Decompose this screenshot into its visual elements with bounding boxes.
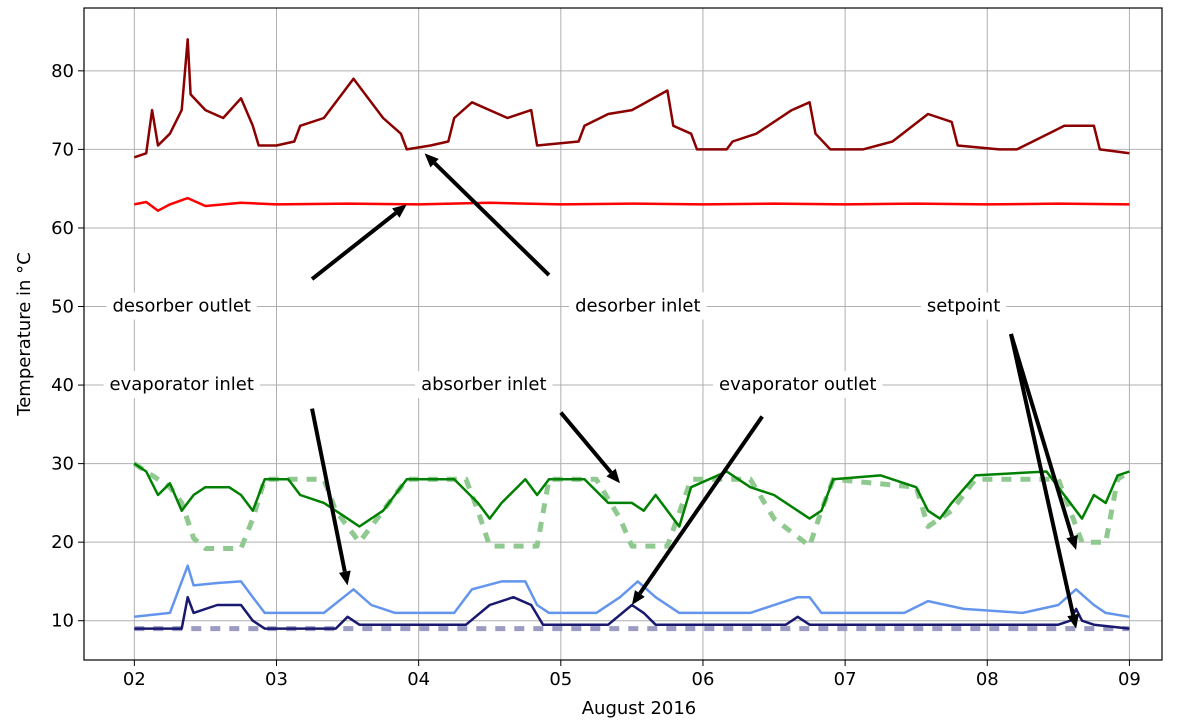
y-tick-label: 80 [51, 61, 74, 82]
annotation-arrowhead [338, 570, 351, 586]
series-line-absorber-inlet [133, 462, 1130, 528]
annotation-label: desorber inlet [575, 296, 700, 317]
x-tick-label: 06 [692, 669, 715, 690]
y-tick-label: 30 [51, 454, 74, 475]
series-line-evaporator-outlet [134, 564, 1130, 619]
annotation-arrowhead [1067, 613, 1079, 629]
x-tick-label: 08 [976, 669, 999, 690]
series-line-desorber-outlet [134, 196, 1130, 212]
annotations: desorber outlet desorber inlet setpoint eva… [103, 153, 1079, 629]
plot-frame [83, 7, 1163, 661]
annotation-arrowhead [631, 590, 645, 606]
grid-lines [84, 8, 1162, 660]
annotation-arrow [638, 415, 764, 595]
annotation-arrow [310, 408, 347, 573]
annotation-label: evaporator outlet [719, 374, 876, 395]
y-tick-label: 60 [51, 218, 74, 239]
y-tick-label: 70 [51, 139, 74, 160]
annotation-label-box [103, 371, 260, 399]
annotation-label: absorber inlet [421, 374, 546, 395]
annotation-label-box [415, 371, 553, 399]
y-tick-label: 10 [51, 611, 74, 632]
annotation-arrowhead [606, 468, 621, 484]
x-tick-label: 07 [834, 669, 857, 690]
annotation-arrow [1009, 333, 1076, 616]
x-tick-label: 03 [265, 669, 288, 690]
annotation-label-box [106, 292, 257, 320]
x-tick-label: 02 [123, 669, 146, 690]
annotation-label-box [569, 292, 707, 320]
annotation-arrow [1009, 333, 1074, 538]
annotation-label: desorber outlet [112, 296, 251, 317]
x-tick-label: 05 [549, 669, 572, 690]
x-tick-label: 09 [1118, 669, 1141, 690]
series-line-desorber-inlet [133, 38, 1130, 159]
annotation-arrowhead [392, 204, 407, 218]
annotation-arrow [559, 411, 613, 474]
annotation-label-box [713, 371, 883, 399]
annotation-arrow [433, 161, 551, 277]
x-tick-label: 04 [407, 669, 430, 690]
annotation-label: setpoint [927, 296, 1000, 317]
x-axis-label: August 2016 [582, 698, 697, 719]
annotation-arrowhead [1066, 534, 1078, 551]
annotation-arrow [310, 211, 398, 281]
y-tick-label: 40 [51, 375, 74, 396]
series-line-evaporator-inlet-setpoint [132, 461, 1131, 551]
y-axis-label: Temperature in °C [14, 252, 35, 416]
annotation-label-box [920, 292, 1007, 320]
annotation-arrowhead [424, 153, 439, 168]
annotation-label: evaporator inlet [110, 374, 254, 395]
axis-ticks: 02 03 04 05 06 07 08 09 10 20 30 40 50 60 70 80 [51, 61, 1141, 690]
series-line-evaporator-outlet-measured [134, 595, 1130, 630]
data-series [132, 38, 1131, 632]
y-tick-label: 20 [51, 532, 74, 553]
y-tick-label: 50 [51, 297, 74, 318]
